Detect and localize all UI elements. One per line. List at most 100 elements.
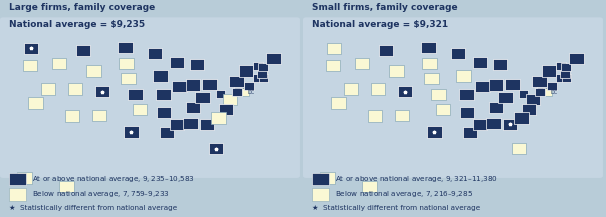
Bar <box>86 65 101 77</box>
Bar <box>489 102 504 113</box>
Bar <box>95 86 109 97</box>
Bar <box>514 112 529 124</box>
Bar <box>239 88 249 96</box>
Bar <box>436 104 450 115</box>
Text: National average = $9,321: National average = $9,321 <box>312 20 448 29</box>
Text: ★  Statistically different from national average: ★ Statistically different from national … <box>312 205 481 211</box>
Bar <box>239 65 253 77</box>
Bar <box>326 60 341 71</box>
Bar <box>59 181 74 192</box>
Bar <box>202 79 217 90</box>
Bar <box>459 89 474 100</box>
Bar <box>519 90 528 98</box>
Bar <box>556 74 565 82</box>
Bar <box>431 89 446 100</box>
FancyBboxPatch shape <box>303 17 603 178</box>
Bar <box>562 74 571 82</box>
Text: Large firms, family coverage: Large firms, family coverage <box>9 3 155 12</box>
Bar <box>235 87 244 95</box>
Bar <box>502 119 517 130</box>
Bar <box>208 143 223 154</box>
Bar <box>266 53 281 64</box>
Bar <box>211 112 226 124</box>
Text: At or above national average, $9,321 – $11,380: At or above national average, $9,321 – $… <box>335 174 498 184</box>
Bar <box>172 81 187 92</box>
Bar <box>119 58 134 69</box>
Bar <box>475 81 490 92</box>
FancyBboxPatch shape <box>0 17 300 178</box>
Bar <box>556 62 565 70</box>
Bar <box>195 92 210 104</box>
Bar <box>427 126 442 138</box>
Bar <box>460 107 474 118</box>
Bar <box>186 79 201 90</box>
Bar <box>368 110 382 122</box>
Bar <box>170 57 184 68</box>
Bar <box>379 45 393 56</box>
Bar <box>156 89 171 100</box>
Bar <box>451 48 465 59</box>
Bar <box>421 42 436 53</box>
Bar <box>23 60 38 71</box>
Bar <box>493 59 507 70</box>
Text: ★  Statistically different from national average: ★ Statistically different from national … <box>9 205 178 211</box>
Bar <box>259 74 268 82</box>
Bar <box>536 88 545 96</box>
Bar <box>184 118 198 129</box>
Bar <box>28 97 43 109</box>
Bar <box>124 126 139 138</box>
Bar <box>229 76 244 87</box>
Bar <box>327 43 341 54</box>
Bar <box>17 172 32 184</box>
Bar <box>233 88 242 96</box>
Bar <box>320 172 335 184</box>
Bar <box>92 110 106 121</box>
Bar <box>190 59 204 70</box>
Text: At or above national average, $9,235 – $10,583: At or above national average, $9,235 – $… <box>32 174 195 184</box>
Bar <box>489 79 504 90</box>
Bar <box>157 107 171 118</box>
Bar <box>362 181 377 192</box>
Bar <box>355 58 369 69</box>
Text: DC: DC <box>248 90 255 95</box>
Bar <box>526 94 541 105</box>
Bar <box>487 118 501 129</box>
Text: DC: DC <box>551 90 558 95</box>
Bar <box>159 127 174 138</box>
Bar <box>462 127 477 138</box>
Bar <box>52 58 66 69</box>
Bar <box>522 104 536 115</box>
Bar <box>389 65 404 77</box>
Bar <box>223 94 238 105</box>
Bar <box>9 188 25 201</box>
Bar <box>538 87 547 95</box>
Bar <box>473 57 487 68</box>
Bar <box>65 110 79 122</box>
Bar <box>153 71 168 82</box>
Bar <box>24 43 38 54</box>
Bar <box>569 53 584 64</box>
Text: Below national average, $7,759 – $9,233: Below national average, $7,759 – $9,233 <box>32 189 170 199</box>
Bar <box>253 62 262 70</box>
Bar <box>219 104 233 115</box>
Bar <box>344 83 358 95</box>
Text: Small firms, family coverage: Small firms, family coverage <box>312 3 458 12</box>
Bar <box>148 48 162 59</box>
Bar <box>216 90 225 98</box>
Bar <box>560 70 570 78</box>
Bar <box>511 143 526 154</box>
Bar <box>542 88 552 96</box>
Bar <box>170 119 184 130</box>
Bar <box>398 86 412 97</box>
Bar <box>456 71 471 82</box>
Bar <box>424 73 439 84</box>
Bar <box>532 76 547 87</box>
Bar <box>395 110 409 121</box>
Bar <box>422 58 437 69</box>
Bar <box>371 83 385 95</box>
Bar <box>76 45 90 56</box>
Bar <box>68 83 82 95</box>
Bar <box>312 173 328 185</box>
Bar <box>547 82 557 90</box>
Text: National average = $9,235: National average = $9,235 <box>9 20 145 29</box>
